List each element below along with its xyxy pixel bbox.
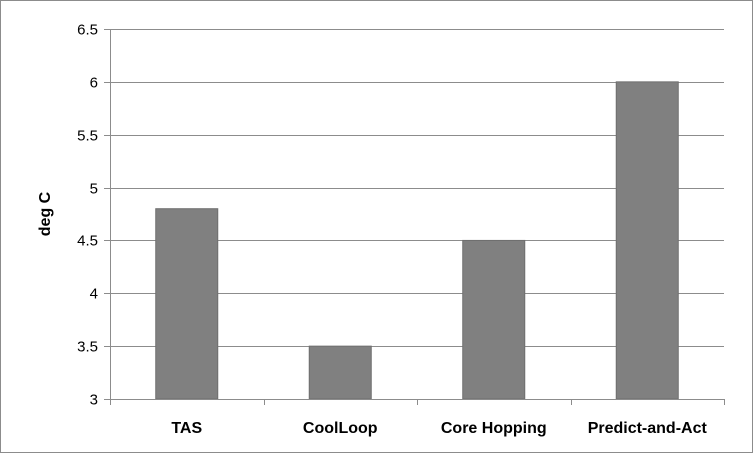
y-tick-label: 3	[90, 392, 98, 409]
x-category-label: CoolLoop	[303, 420, 378, 437]
axes	[110, 29, 725, 405]
y-axis-title: deg C	[37, 191, 54, 236]
bar-tas	[155, 208, 219, 400]
y-tick-label: 6.5	[77, 22, 98, 39]
bar-predict-and-act	[615, 81, 679, 400]
y-tick-label: 5	[90, 181, 98, 198]
bars	[155, 81, 679, 400]
bar-coolloop	[308, 345, 372, 400]
x-category-label: Predict-and-Act	[588, 420, 708, 437]
x-category-label: TAS	[171, 420, 202, 437]
y-tick-label: 3.5	[77, 339, 98, 356]
y-tick-label: 6	[90, 75, 98, 92]
bar-core-hopping	[462, 239, 526, 400]
labels: 3 3.5 4 4.5 5 5.5 6 6.5 TAS CoolLoop Core Hopping P…	[77, 22, 707, 438]
y-tick-label: 4.5	[77, 233, 98, 250]
y-tick-label: 5.5	[77, 128, 98, 145]
x-category-label: Core Hopping	[441, 420, 547, 437]
y-tick-label: 4	[90, 286, 98, 303]
